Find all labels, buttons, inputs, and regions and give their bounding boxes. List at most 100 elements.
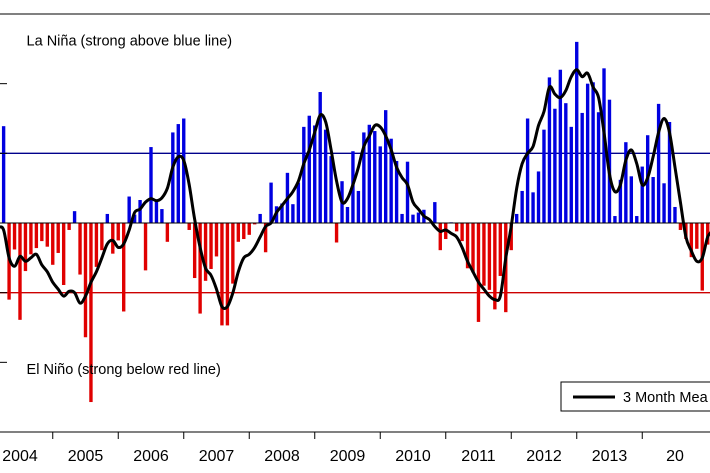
bar xyxy=(329,156,333,223)
bar xyxy=(72,211,77,223)
bar xyxy=(656,103,661,223)
bar xyxy=(460,223,464,242)
bar xyxy=(149,147,153,223)
bar xyxy=(160,209,164,223)
bar xyxy=(40,223,44,242)
bar xyxy=(384,110,388,223)
x-tick-label: 2008 xyxy=(264,448,300,465)
el-nino-annotation: El Niño (strong below red line) xyxy=(27,362,221,378)
bar xyxy=(667,121,672,223)
bar xyxy=(176,124,180,223)
bar xyxy=(493,223,497,310)
bar xyxy=(591,82,595,223)
bar xyxy=(602,68,606,223)
bar xyxy=(280,203,284,223)
bar xyxy=(253,223,257,225)
bar xyxy=(378,146,382,223)
bar xyxy=(607,99,612,223)
bar xyxy=(618,179,623,223)
bar xyxy=(247,223,251,235)
bar xyxy=(214,223,219,257)
bar xyxy=(531,192,535,223)
bar xyxy=(356,190,361,223)
bar xyxy=(182,118,186,223)
bar xyxy=(198,223,202,314)
bar xyxy=(313,125,317,223)
bar xyxy=(624,142,628,223)
bar xyxy=(18,223,22,320)
bar xyxy=(400,213,404,223)
bar xyxy=(100,223,104,251)
bar xyxy=(12,223,17,250)
bar xyxy=(258,213,262,223)
bar xyxy=(94,223,99,267)
bar xyxy=(220,223,224,326)
x-tick-label: 2004 xyxy=(2,448,38,465)
bar xyxy=(334,223,339,243)
bar xyxy=(362,132,366,223)
bar xyxy=(564,103,568,223)
bar xyxy=(307,115,311,223)
bar xyxy=(514,213,519,223)
bar xyxy=(83,223,88,338)
legend-label: 3 Month Mea xyxy=(623,390,709,406)
x-tick-label: 2010 xyxy=(395,448,431,465)
bar xyxy=(509,223,513,251)
bar xyxy=(56,223,60,253)
bar xyxy=(345,206,350,223)
x-tick-label: 2007 xyxy=(199,448,235,465)
bar xyxy=(143,223,148,271)
bar xyxy=(269,182,273,223)
bar xyxy=(558,69,563,223)
bar xyxy=(553,108,557,223)
bar xyxy=(187,223,191,230)
bar xyxy=(389,138,393,223)
bar xyxy=(433,202,437,223)
bar xyxy=(1,126,6,223)
bar xyxy=(416,212,421,223)
bar xyxy=(536,171,541,223)
bar xyxy=(596,112,601,223)
bar xyxy=(242,223,246,240)
bar xyxy=(678,223,683,230)
x-tick-label: 2005 xyxy=(68,448,104,465)
bar xyxy=(465,223,470,269)
bar xyxy=(520,190,524,223)
bar xyxy=(569,126,573,223)
bar xyxy=(411,214,415,223)
bar xyxy=(525,118,530,223)
bar xyxy=(695,223,699,249)
bar xyxy=(296,182,301,223)
bar xyxy=(132,214,137,223)
bar xyxy=(291,204,295,223)
bar xyxy=(127,196,131,223)
bar xyxy=(323,129,328,223)
legend: 3 Month Mea xyxy=(560,381,710,412)
bar xyxy=(111,223,115,254)
bar xyxy=(203,223,208,281)
bar xyxy=(580,112,584,223)
x-tick-label: 2006 xyxy=(133,448,169,465)
bar xyxy=(78,223,82,275)
bar xyxy=(487,223,492,290)
bar xyxy=(34,223,39,249)
bar xyxy=(575,41,579,223)
bar xyxy=(635,216,639,223)
bar xyxy=(405,161,410,223)
bar xyxy=(165,223,170,242)
bar xyxy=(482,223,486,286)
bar xyxy=(236,223,241,242)
bar xyxy=(454,223,459,232)
bar xyxy=(209,223,213,269)
x-tick-label: 2012 xyxy=(526,448,562,465)
bar xyxy=(45,223,49,247)
bar xyxy=(105,213,110,223)
bar xyxy=(662,183,666,223)
bar xyxy=(438,223,442,251)
bar xyxy=(23,223,28,272)
bar xyxy=(318,92,322,223)
x-tick-label: 2013 xyxy=(592,448,628,465)
bar xyxy=(373,131,377,223)
bar xyxy=(51,223,55,265)
bar xyxy=(138,200,142,223)
